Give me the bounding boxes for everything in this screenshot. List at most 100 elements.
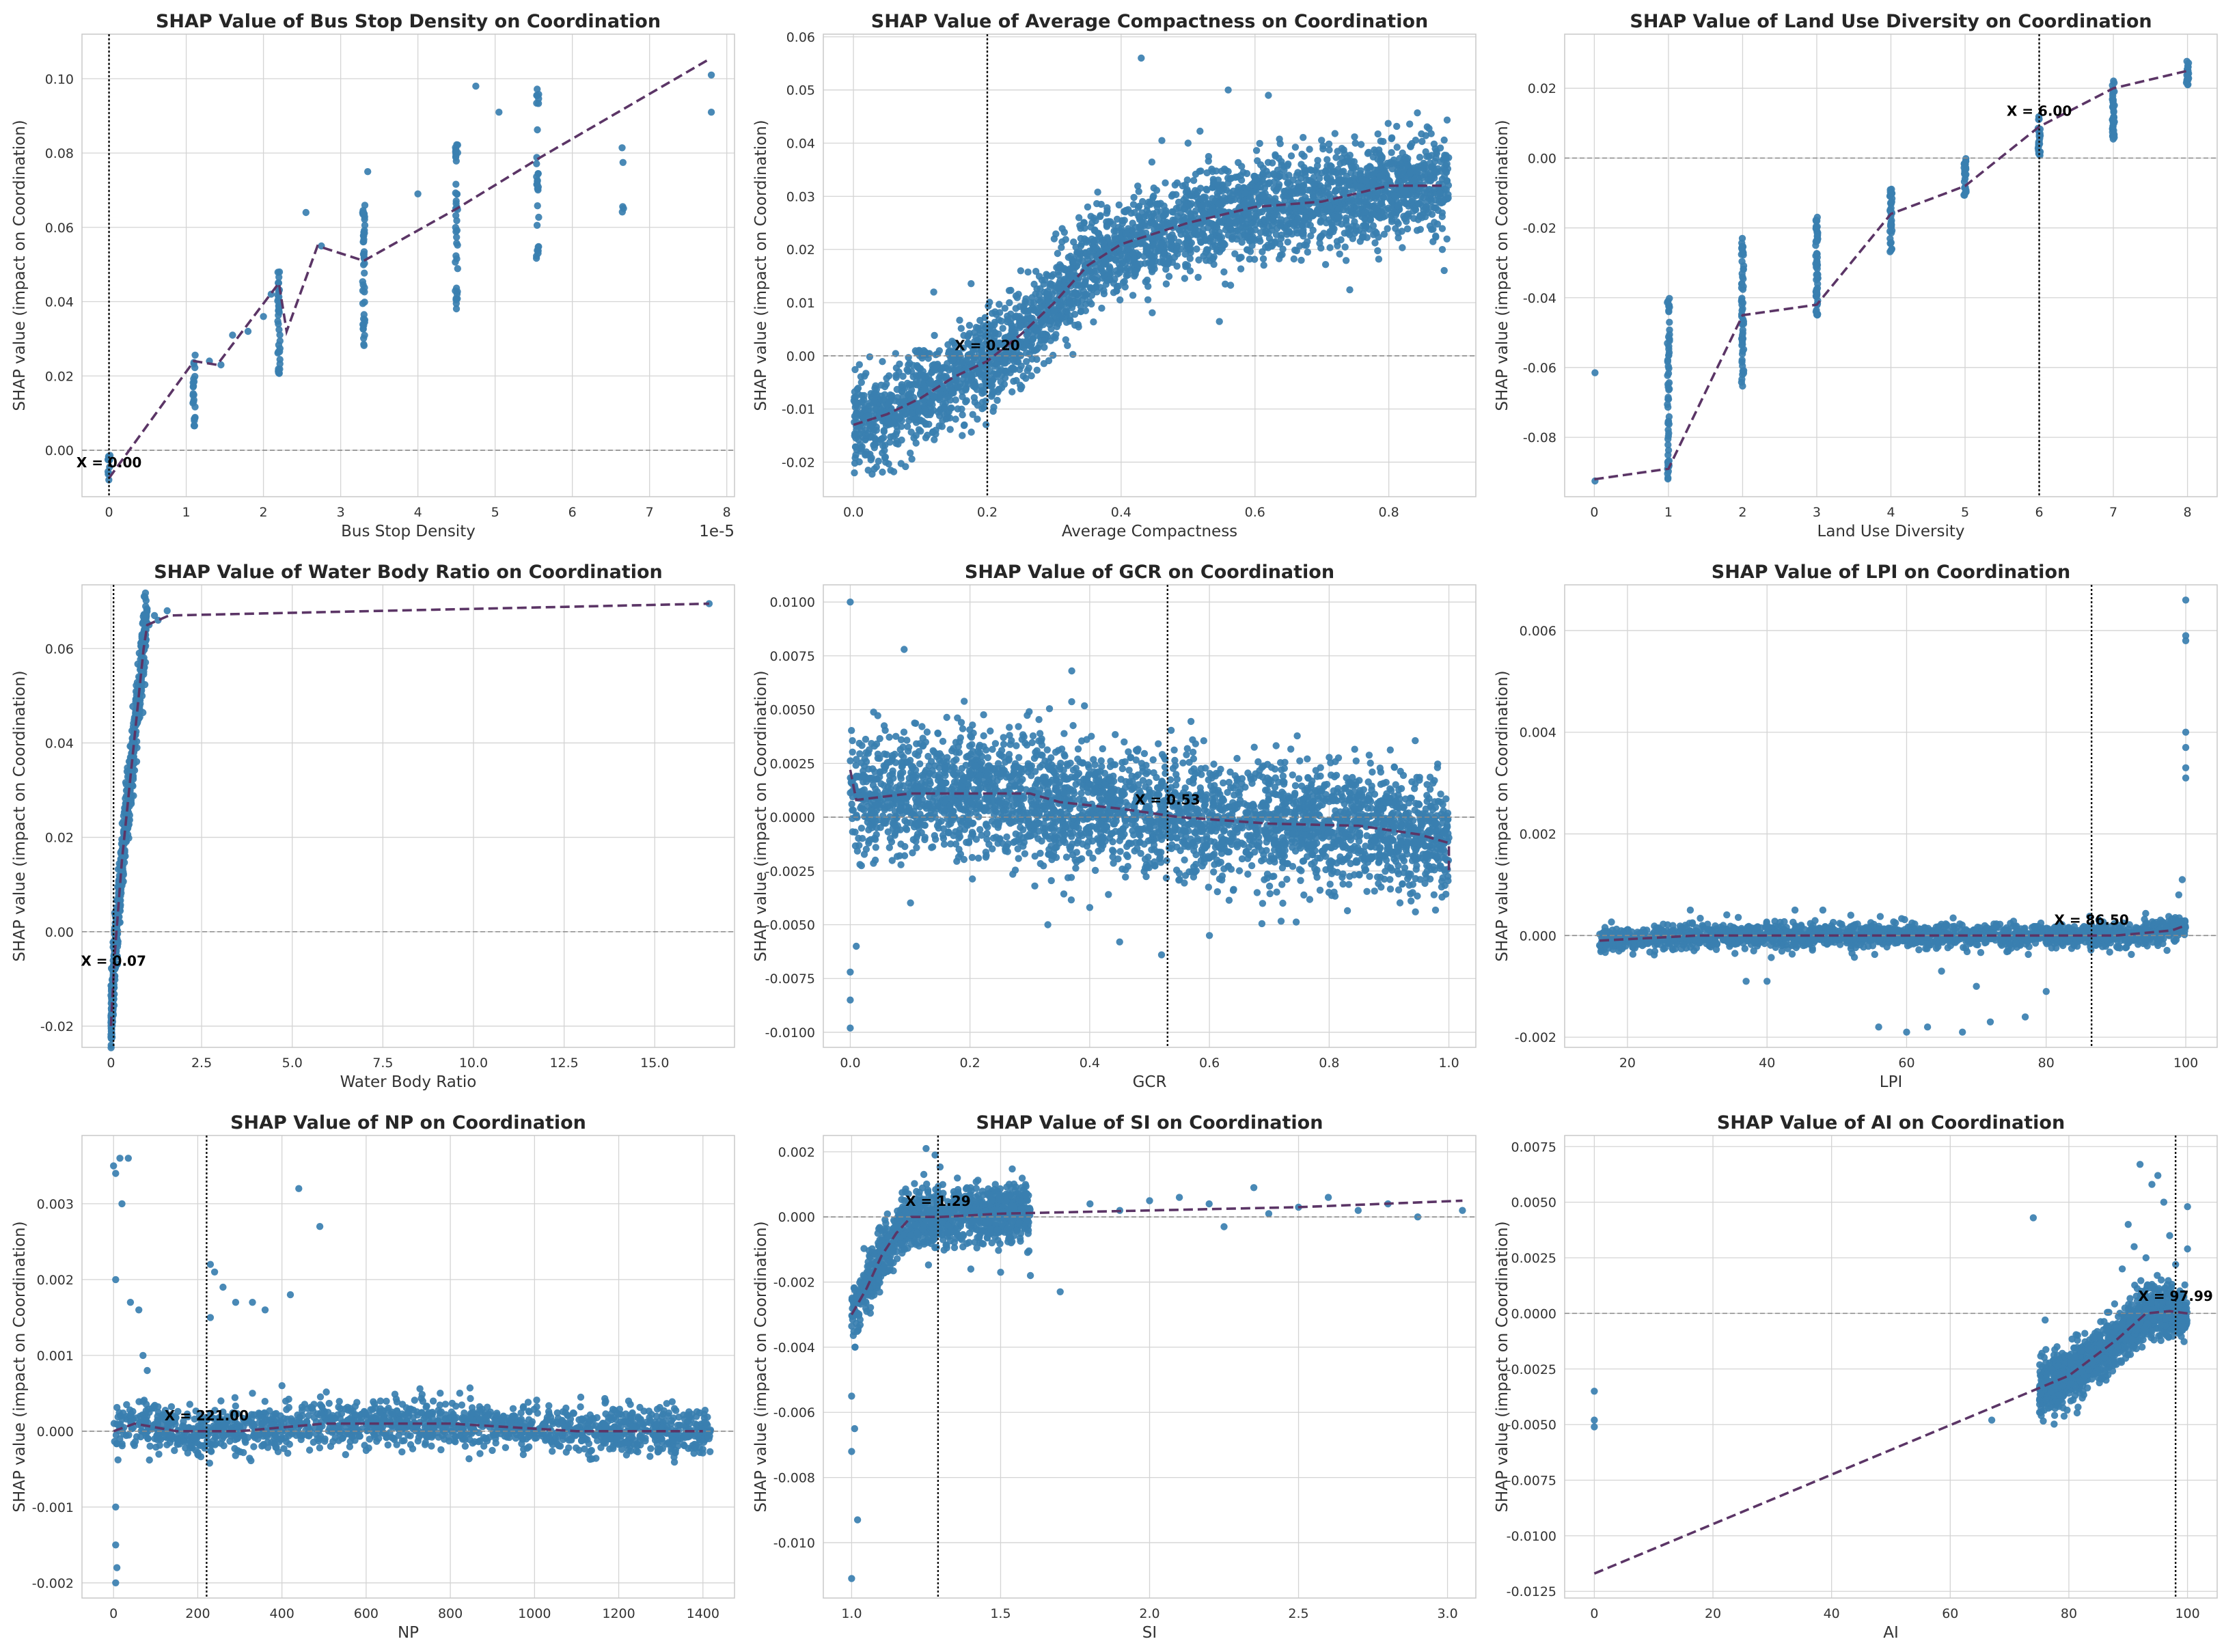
- x-tick-label: 5: [491, 505, 499, 520]
- scatter-point: [952, 396, 959, 404]
- scatter-point: [1392, 225, 1399, 232]
- scatter-point: [872, 405, 879, 413]
- x-tick-label: 0.8: [1379, 505, 1399, 520]
- scatter-point: [1237, 253, 1245, 261]
- scatter-point: [1155, 215, 1164, 223]
- scatter-point: [1193, 245, 1200, 253]
- scatter-point: [1069, 258, 1077, 266]
- scatter-point: [1272, 152, 1279, 160]
- scatter-point: [1377, 156, 1385, 164]
- scatter-point: [890, 468, 898, 476]
- scatter-point: [1326, 881, 1334, 888]
- scatter-point: [1276, 255, 1283, 262]
- scatter-point: [1114, 282, 1122, 290]
- scatter-point: [1261, 216, 1268, 223]
- scatter-point: [1103, 210, 1110, 217]
- scatter-point: [1216, 318, 1223, 325]
- scatter-point: [1265, 179, 1273, 187]
- scatter-point: [1181, 199, 1188, 208]
- scatter-point: [1129, 227, 1136, 234]
- scatter-point: [1165, 273, 1173, 280]
- scatter-point: [2109, 101, 2117, 109]
- x-tick-label: 8: [2184, 505, 2192, 520]
- scatter-point: [1027, 342, 1034, 350]
- scatter-point: [1013, 294, 1021, 301]
- scatter-point: [105, 476, 113, 484]
- scatter-point: [1813, 223, 1820, 232]
- scatter-point: [1182, 188, 1190, 196]
- y-axis-label: SHAP value (impact on Coordination): [11, 120, 29, 411]
- scatter-point: [856, 409, 864, 417]
- scatter-point: [1382, 187, 1389, 195]
- scatter-point: [1388, 149, 1395, 156]
- scatter-point: [1323, 156, 1331, 163]
- scatter-point: [1281, 173, 1289, 180]
- scatter-point: [1103, 245, 1111, 253]
- scatter-point: [1062, 336, 1069, 344]
- scatter-point: [1017, 267, 1025, 275]
- scatter-point: [1041, 337, 1048, 344]
- scatter-point: [954, 405, 961, 413]
- scatter-point: [905, 381, 913, 389]
- scatter-point: [275, 293, 283, 301]
- scatter-point: [1269, 170, 1278, 178]
- scatter-point: [1203, 246, 1211, 253]
- plot-frame: [81, 584, 735, 1048]
- scatter-point: [1317, 191, 1324, 199]
- scatter-point: [1384, 120, 1392, 127]
- scatter-point: [452, 180, 460, 188]
- scatter-point: [1327, 175, 1334, 182]
- scatter-point: [1291, 204, 1298, 211]
- scatter-point: [1182, 261, 1190, 269]
- scatter-point: [1107, 239, 1115, 247]
- scatter-point: [1278, 216, 1285, 223]
- y-tick-label: 0.00: [786, 349, 815, 364]
- scatter-point: [275, 348, 282, 356]
- scatter-point: [1130, 256, 1138, 263]
- scatter-point: [916, 760, 924, 768]
- scatter-point: [1190, 177, 1198, 184]
- scatter-point: [866, 353, 874, 361]
- scatter-point: [1427, 191, 1435, 199]
- scatter-point: [1364, 148, 1373, 156]
- scatter-point: [1004, 312, 1011, 320]
- scatter-point: [1317, 233, 1324, 240]
- scatter-point: [1388, 160, 1395, 167]
- scatter-point: [1084, 203, 1092, 211]
- scatter-point: [359, 210, 368, 217]
- scatter-point: [1124, 271, 1131, 279]
- scatter-point: [1311, 180, 1319, 187]
- scatter-point: [987, 348, 994, 355]
- scatter-point: [877, 436, 885, 443]
- scatter-point: [1813, 236, 1821, 243]
- scatter-point: [1032, 290, 1039, 298]
- scatter-point: [1081, 702, 1088, 710]
- scatter-point: [1131, 267, 1139, 275]
- scatter-point: [999, 325, 1006, 332]
- scatter-point: [1813, 249, 1821, 258]
- scatter-point: [1265, 92, 1272, 99]
- scatter-point: [1284, 238, 1291, 246]
- scatter-point: [1812, 288, 1820, 295]
- x-tick-label: 2: [260, 505, 268, 520]
- scatter-point: [1326, 146, 1333, 154]
- scatter-point: [1194, 273, 1202, 281]
- scatter-point: [1443, 177, 1451, 184]
- scatter-point: [1433, 220, 1442, 228]
- scatter-point: [946, 426, 954, 433]
- scatter-point: [1033, 355, 1041, 363]
- x-axis-label: Bus Stop Density: [341, 523, 476, 540]
- x-tick-label: 6: [568, 505, 577, 520]
- scatter-point: [1074, 259, 1082, 266]
- scatter-point: [1355, 197, 1362, 205]
- scatter-point: [1664, 446, 1673, 454]
- scatter-point: [190, 396, 197, 404]
- scatter-point: [1044, 272, 1052, 279]
- scatter-point: [1015, 352, 1022, 359]
- scatter-point: [1149, 309, 1156, 316]
- scatter-point: [1442, 186, 1450, 193]
- scatter-point: [360, 335, 368, 342]
- scatter-point: [1664, 333, 1673, 341]
- scatter-point: [1081, 224, 1088, 232]
- scatter-point: [1148, 253, 1155, 260]
